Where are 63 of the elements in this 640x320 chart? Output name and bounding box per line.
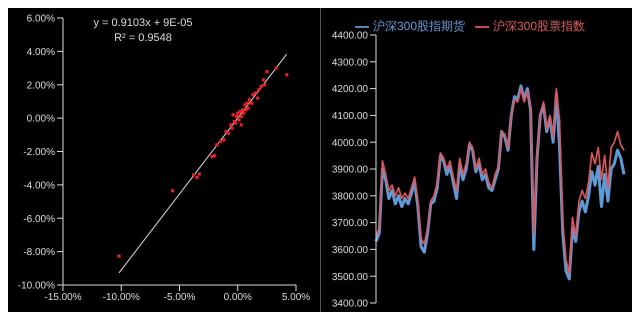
point <box>246 106 250 110</box>
x-tick-label: 5.00% <box>282 292 310 304</box>
y-tick-label: 4000.00 <box>332 138 368 149</box>
point <box>215 143 218 146</box>
point <box>240 123 243 126</box>
point <box>232 113 235 116</box>
point <box>218 140 222 143</box>
legend-label: 沪深300股指期货 <box>372 19 465 33</box>
point <box>235 114 238 118</box>
point <box>262 78 265 82</box>
point <box>260 84 263 88</box>
point <box>257 88 260 92</box>
y-tick-label: -2.00% <box>23 147 56 158</box>
y-tick-label: 4300.00 <box>332 57 368 68</box>
point <box>254 92 257 95</box>
point <box>265 70 268 73</box>
point <box>171 189 174 192</box>
y-tick-label: 3500.00 <box>332 272 368 283</box>
y-tick-label: 4200.00 <box>332 84 368 96</box>
point <box>198 172 201 176</box>
y-tick-label: 3600.00 <box>332 244 368 256</box>
point <box>230 126 234 130</box>
annotation: R² = 0.9548 <box>113 31 173 46</box>
x-tick-label: -15.00% <box>44 292 82 304</box>
y-tick-label: -10.00% <box>18 280 56 292</box>
y-tick-label: 3400.00 <box>332 298 368 310</box>
point <box>240 114 243 118</box>
y-tick-label: 4.00% <box>26 46 56 58</box>
point <box>237 118 240 122</box>
point <box>274 66 278 70</box>
point <box>256 96 260 100</box>
y-tick-label: 4400.00 <box>332 30 368 42</box>
point <box>285 73 288 76</box>
y-tick-label: 3900.00 <box>332 164 368 176</box>
point <box>192 173 195 176</box>
point <box>222 138 226 142</box>
point <box>224 130 228 133</box>
point <box>263 83 266 86</box>
point <box>242 112 246 115</box>
point <box>226 132 230 135</box>
point <box>248 98 251 102</box>
y-tick-label: 3800.00 <box>332 191 368 202</box>
point <box>238 110 242 113</box>
legend-label: 沪深300股票指数 <box>493 19 586 33</box>
x-tick-label: -10.00% <box>102 292 140 304</box>
point <box>243 103 246 106</box>
annotation: y = 0.9103x + 9E-05 <box>92 16 194 31</box>
y-tick-label: -8.00% <box>23 247 56 258</box>
point <box>250 102 254 105</box>
point <box>240 108 244 112</box>
point <box>229 123 232 126</box>
y-tick-label: -4.00% <box>23 180 56 192</box>
x-tick-label: -5.00% <box>164 292 196 304</box>
x-tick-label: 0.00% <box>224 292 252 304</box>
y-tick-label: 6.00% <box>26 14 56 25</box>
y-tick-label: -6.00% <box>23 214 56 225</box>
point <box>246 102 249 105</box>
y-tick-label: 0.00% <box>26 114 56 125</box>
point <box>117 254 120 258</box>
y-tick-label: 2.00% <box>26 80 56 92</box>
y-tick-label: 4100.00 <box>332 110 368 122</box>
y-tick-label: 3700.00 <box>332 218 368 230</box>
point <box>195 176 198 179</box>
